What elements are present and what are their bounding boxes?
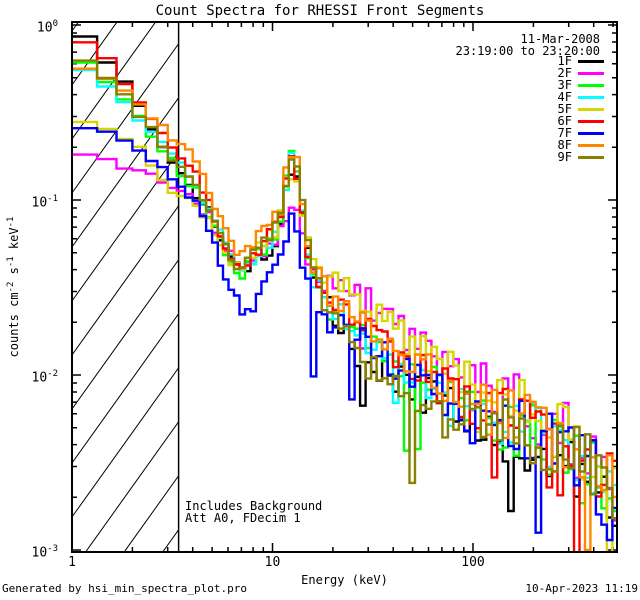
observation-date: 11-Mar-2008 (520, 32, 600, 46)
x-axis-label: Energy (keV) (301, 573, 388, 587)
series-line-8F (72, 67, 617, 552)
series-line-9F (72, 59, 617, 520)
y-axis-label: counts cm-2 s-1 keV-1 (6, 216, 21, 358)
chart-title: Count Spectra for RHESSI Front Segments (155, 3, 485, 19)
hatch-region (72, 22, 179, 552)
footer-generator-note: Generated by hsi_min_spectra_plot.pro (2, 582, 248, 595)
legend-color-line-6F (578, 119, 604, 123)
legend-label-1F: 1F (557, 54, 572, 68)
legend-label-3F: 3F (557, 78, 572, 92)
legend-item-7F: 7F (558, 127, 604, 139)
legend-color-line-5F (578, 107, 604, 111)
x-tick-label-10: 10 (264, 555, 281, 570)
legend-label-6F: 6F (557, 114, 572, 128)
legend-color-line-3F (578, 83, 604, 87)
legend-item-2F: 2F (558, 67, 604, 79)
x-tick-label-1: 1 (68, 555, 76, 570)
legend-color-line-1F (578, 59, 604, 63)
legend-item-3F: 3F (558, 79, 604, 91)
x-tick-label-100: 100 (461, 555, 485, 570)
legend-item-5F: 5F (558, 103, 604, 115)
legend-label-8F: 8F (557, 138, 572, 152)
legend-item-1F: 1F (558, 55, 604, 67)
spectra-series (72, 35, 617, 552)
footer-timestamp: 10-Apr-2023 11:19 (525, 582, 638, 595)
attenuator-note: Att A0, FDecim 1 (185, 511, 301, 525)
y-tick-label-1e0: 100 (36, 19, 58, 36)
y-tick-label-1e-1: 10-1 (31, 194, 59, 211)
legend-label-5F: 5F (557, 102, 572, 116)
y-tick-label-1e-2: 10-2 (31, 369, 59, 386)
y-tick-label-1e-3: 10-3 (31, 544, 59, 561)
legend-color-line-8F (578, 143, 604, 147)
series-line-5F (72, 120, 617, 552)
legend-color-line-9F (578, 155, 604, 159)
legend-item-4F: 4F (558, 91, 604, 103)
legend-item-9F: 9F (558, 151, 604, 163)
observation-time-range: 23:19:00 to 23:20:00 (455, 44, 601, 58)
legend-label-7F: 7F (557, 126, 572, 140)
legend-color-line-2F (578, 71, 604, 75)
legend-item-6F: 6F (558, 115, 604, 127)
plot-frame (71, 21, 618, 553)
legend-label-9F: 9F (557, 150, 572, 164)
legend-label-4F: 4F (557, 90, 572, 104)
legend-color-line-7F (578, 131, 604, 135)
legend-color-line-4F (578, 95, 604, 99)
legend-item-8F: 8F (558, 139, 604, 151)
legend-label-2F: 2F (557, 66, 572, 80)
series-line-6F (72, 41, 617, 552)
background-note: Includes Background (185, 499, 323, 513)
